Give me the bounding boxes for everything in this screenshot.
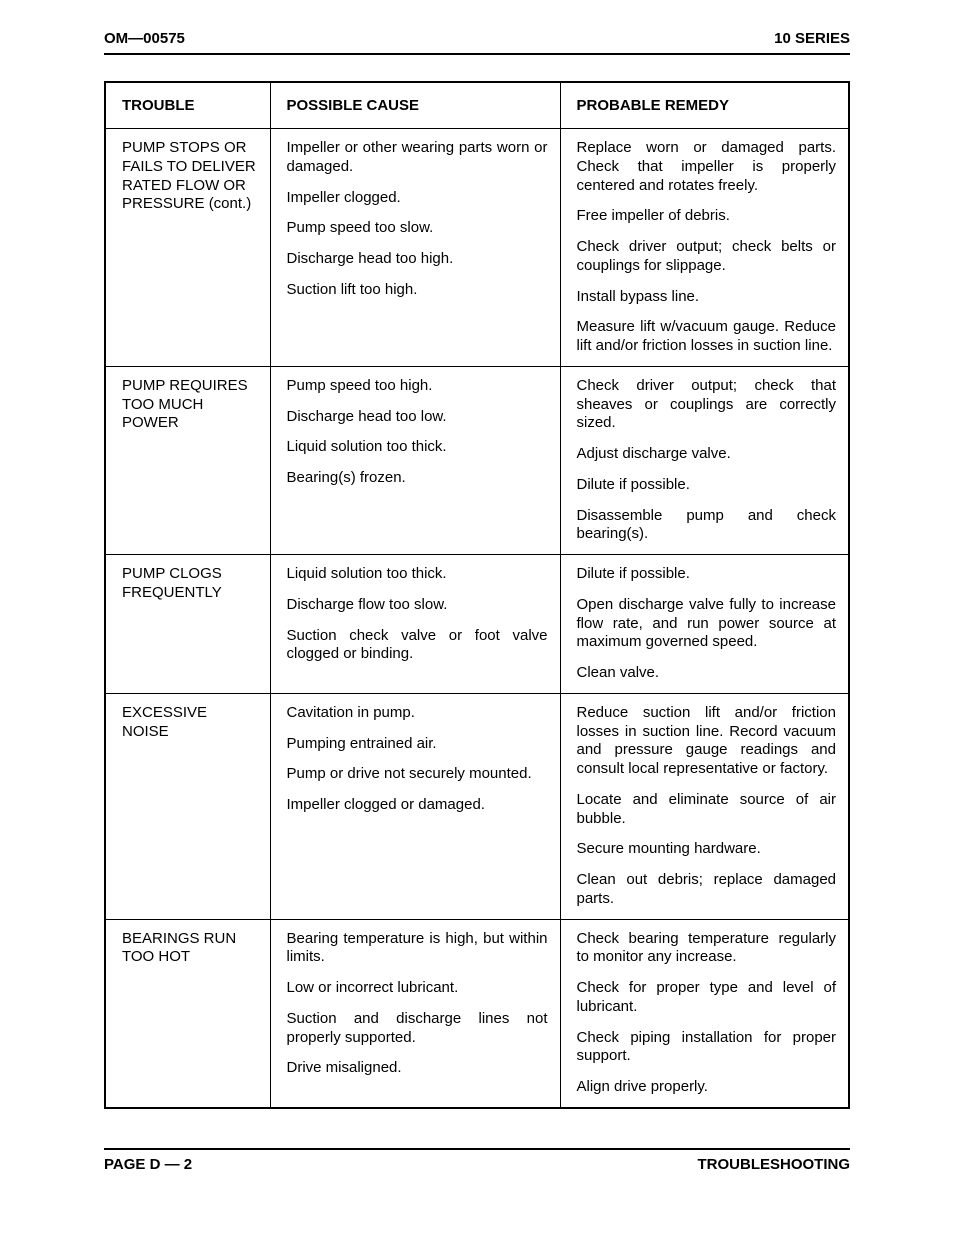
cause-item: Cavitation in pump. [287, 704, 548, 723]
trouble-label: PUMP STOPS OR FAILS TO DELIVER RATED FLO… [122, 139, 258, 214]
cause-item: Drive misaligned. [287, 1059, 548, 1078]
remedy-item: Locate and eliminate source of air bubbl… [577, 791, 837, 829]
cause-item: Pumping entrained air. [287, 735, 548, 754]
remedy-item: Check driver output; check belts or coup… [577, 238, 837, 276]
trouble-cell: EXCESSIVE NOISE [105, 693, 270, 919]
remedy-item: Clean out debris; replace damaged parts. [577, 871, 837, 909]
remedy-item: Secure mounting hardware. [577, 840, 837, 859]
table-section: EXCESSIVE NOISE Cavitation in pump. Pumpin… [105, 693, 849, 919]
remedy-item: Open discharge valve fully to increase f… [577, 596, 837, 652]
remedy-item: Disassemble pump and check bearing(s). [577, 507, 837, 545]
remedy-item: Reduce suction lift and/or friction loss… [577, 704, 837, 779]
remedy-item: Free impeller of debris. [577, 207, 837, 226]
cause-item: Bearing temperature is high, but within … [287, 930, 548, 968]
cause-item: Liquid solution too thick. [287, 438, 548, 457]
table-section: PUMP REQUIRES TOO MUCH POWER Pump speed t… [105, 366, 849, 554]
trouble-label: PUMP REQUIRES TOO MUCH POWER [122, 377, 258, 433]
table-body: PUMP STOPS OR FAILS TO DELIVER RATED FLO… [105, 129, 849, 1108]
trouble-cell: PUMP REQUIRES TOO MUCH POWER [105, 366, 270, 554]
trouble-label: EXCESSIVE NOISE [122, 704, 258, 742]
cause-item: Pump speed too high. [287, 377, 548, 396]
header-left: OM—00575 [104, 30, 185, 47]
remedy-item: Replace worn or damaged parts. Check tha… [577, 139, 837, 195]
col-header-trouble: TROUBLE [105, 82, 270, 129]
cause-item: Pump or drive not securely mounted. [287, 765, 548, 784]
remedy-item: Install bypass line. [577, 288, 837, 307]
remedy-list: Dilute if possible. Open discharge valve … [577, 565, 837, 683]
cause-cell: Impeller or other wearing parts worn or … [270, 129, 560, 367]
cause-item: Impeller clogged or damaged. [287, 796, 548, 815]
cause-item: Suction and discharge lines not properly… [287, 1010, 548, 1048]
cause-cell: Cavitation in pump. Pumping entrained air… [270, 693, 560, 919]
cause-item: Pump speed too slow. [287, 219, 548, 238]
table-section: PUMP STOPS OR FAILS TO DELIVER RATED FLO… [105, 129, 849, 367]
remedy-list: Check bearing temperature regularly to m… [577, 930, 837, 1097]
footer-right: TROUBLESHOOTING [698, 1156, 851, 1173]
col-header-remedy: PROBABLE REMEDY [560, 82, 849, 129]
cause-item: Low or incorrect lubricant. [287, 979, 548, 998]
trouble-cell: PUMP CLOGS FREQUENTLY [105, 555, 270, 694]
col-header-cause: POSSIBLE CAUSE [270, 82, 560, 129]
cause-item: Liquid solution too thick. [287, 565, 548, 584]
cause-item: Suction check valve or foot valve clogge… [287, 627, 548, 665]
remedy-item: Check piping installation for proper sup… [577, 1029, 837, 1067]
cause-item: Bearing(s) frozen. [287, 469, 548, 488]
remedy-cell: Dilute if possible. Open discharge valve … [560, 555, 849, 694]
footer-left: PAGE D — 2 [104, 1156, 192, 1173]
remedy-item: Check driver output; check that sheaves … [577, 377, 837, 433]
trouble-cell: PUMP STOPS OR FAILS TO DELIVER RATED FLO… [105, 129, 270, 367]
cause-item: Discharge flow too slow. [287, 596, 548, 615]
cause-list: Pump speed too high. Discharge head too l… [287, 377, 548, 488]
cause-list: Liquid solution too thick. Discharge flow… [287, 565, 548, 664]
troubleshooting-table: TROUBLE POSSIBLE CAUSE PROBABLE REMEDY P… [104, 81, 850, 1109]
cause-item: Impeller clogged. [287, 189, 548, 208]
page-footer: PAGE D — 2 TROUBLESHOOTING [104, 1148, 850, 1173]
cause-item: Suction lift too high. [287, 281, 548, 300]
cause-cell: Liquid solution too thick. Discharge flow… [270, 555, 560, 694]
cause-list: Bearing temperature is high, but within … [287, 930, 548, 1079]
remedy-cell: Check bearing temperature regularly to m… [560, 919, 849, 1108]
trouble-cell: BEARINGS RUN TOO HOT [105, 919, 270, 1108]
remedy-item: Adjust discharge valve. [577, 445, 837, 464]
remedy-item: Clean valve. [577, 664, 837, 683]
remedy-item: Measure lift w/vacuum gauge. Reduce lift… [577, 318, 837, 356]
remedy-item: Dilute if possible. [577, 476, 837, 495]
cause-cell: Bearing temperature is high, but within … [270, 919, 560, 1108]
remedy-cell: Replace worn or damaged parts. Check tha… [560, 129, 849, 367]
remedy-list: Replace worn or damaged parts. Check tha… [577, 139, 837, 356]
cause-item: Discharge head too high. [287, 250, 548, 269]
cause-list: Cavitation in pump. Pumping entrained air… [287, 704, 548, 815]
cause-item: Discharge head too low. [287, 408, 548, 427]
cause-cell: Pump speed too high. Discharge head too l… [270, 366, 560, 554]
remedy-item: Dilute if possible. [577, 565, 837, 584]
page: OM—00575 10 SERIES TROUBLE POSSIBLE CAUS… [0, 0, 954, 1235]
table-header-row: TROUBLE POSSIBLE CAUSE PROBABLE REMEDY [105, 82, 849, 129]
remedy-cell: Reduce suction lift and/or friction loss… [560, 693, 849, 919]
remedy-item: Check for proper type and level of lubri… [577, 979, 837, 1017]
remedy-item: Align drive properly. [577, 1078, 837, 1097]
trouble-label: BEARINGS RUN TOO HOT [122, 930, 258, 968]
header-right: 10 SERIES [774, 30, 850, 47]
cause-list: Impeller or other wearing parts worn or … [287, 139, 548, 300]
cause-item: Impeller or other wearing parts worn or … [287, 139, 548, 177]
table-section: BEARINGS RUN TOO HOT Bearing temperature … [105, 919, 849, 1108]
table-section: PUMP CLOGS FREQUENTLY Liquid solution too… [105, 555, 849, 694]
remedy-list: Reduce suction lift and/or friction loss… [577, 704, 837, 909]
remedy-list: Check driver output; check that sheaves … [577, 377, 837, 544]
remedy-item: Check bearing temperature regularly to m… [577, 930, 837, 968]
page-header: OM—00575 10 SERIES [104, 30, 850, 55]
remedy-cell: Check driver output; check that sheaves … [560, 366, 849, 554]
trouble-label: PUMP CLOGS FREQUENTLY [122, 565, 258, 603]
